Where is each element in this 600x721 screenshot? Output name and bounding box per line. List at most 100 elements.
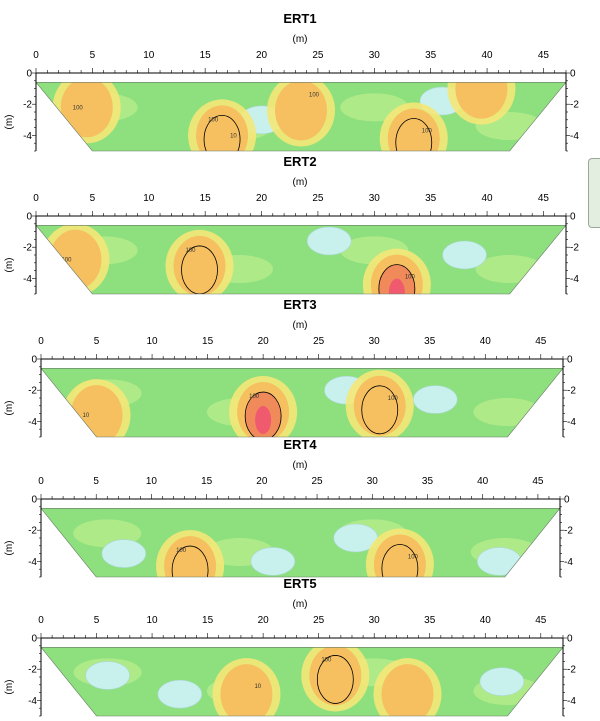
y-axis-label: (m) bbox=[4, 401, 15, 416]
ert-panel-4: ERT4 (m) 100 100 0 5 10 15 20 25 30 35 40 45 0 -2 -4 0 -2 -… bbox=[4, 437, 573, 578]
resistivity-section: 100 100 10 bbox=[41, 368, 563, 437]
high-zone bbox=[381, 544, 419, 577]
section-outline bbox=[40, 368, 564, 438]
x-axis-label: (m) bbox=[293, 34, 308, 45]
low-zone bbox=[412, 385, 458, 414]
halo-inner bbox=[49, 229, 102, 290]
y-tick-label: -2 bbox=[23, 100, 32, 111]
y-tick-label: -4 bbox=[567, 417, 576, 428]
resistivity-section: 100 10 bbox=[41, 647, 563, 716]
x-tick-label: 5 bbox=[94, 615, 100, 626]
resistivity-section: 100 100 bbox=[41, 508, 560, 577]
x-tick-label: 0 bbox=[33, 193, 39, 204]
high-zone bbox=[171, 545, 209, 577]
x-tick-label: 20 bbox=[256, 50, 268, 61]
x-tick-label: 30 bbox=[369, 336, 381, 347]
x-tick-label: 0 bbox=[33, 50, 39, 61]
low-zone bbox=[306, 226, 352, 256]
panel-title: ERT3 bbox=[283, 297, 316, 312]
x-axis-label: (m) bbox=[293, 460, 308, 471]
peak-zone bbox=[388, 278, 405, 294]
high-zone bbox=[395, 118, 433, 151]
x-tick-label: 15 bbox=[200, 193, 212, 204]
y-tick-label: -4 bbox=[564, 557, 573, 568]
low-zone bbox=[157, 679, 203, 709]
x-tick-label: 10 bbox=[143, 193, 155, 204]
contour-label: 100 bbox=[467, 79, 478, 85]
contour-label: 10 bbox=[83, 413, 90, 419]
y-tick-label: -2 bbox=[570, 243, 579, 254]
x-axis-label: (m) bbox=[293, 599, 308, 610]
contour-label: 100 bbox=[422, 129, 433, 135]
x-tick-label: 15 bbox=[200, 50, 212, 61]
ert-panel-2: ERT2 (m) 100 100 100 0 5 10 15 20 25 30 35 40 45 0 -2 -4 0… bbox=[4, 154, 579, 295]
x-tick-label: 25 bbox=[312, 193, 324, 204]
x-tick-label: 20 bbox=[258, 615, 270, 626]
low-zone bbox=[442, 240, 487, 270]
y-tick-label: 0 bbox=[26, 212, 32, 223]
contour-label: 10 bbox=[254, 684, 261, 690]
y-axis-label: (m) bbox=[4, 258, 15, 273]
low-zone bbox=[85, 661, 130, 690]
x-tick-label: 0 bbox=[38, 615, 44, 626]
x-tick-label: 20 bbox=[256, 476, 268, 487]
x-tick-label: 5 bbox=[94, 336, 100, 347]
halo-inner bbox=[70, 385, 123, 437]
x-tick-label: 10 bbox=[146, 476, 158, 487]
section-outline bbox=[35, 225, 567, 295]
x-tick-label: 20 bbox=[258, 336, 270, 347]
x-tick-label: 15 bbox=[202, 615, 214, 626]
x-tick-label: 25 bbox=[313, 615, 325, 626]
x-tick-label: 35 bbox=[424, 336, 436, 347]
x-tick-label: 45 bbox=[535, 615, 547, 626]
x-tick-label: 45 bbox=[538, 193, 550, 204]
halo-inner bbox=[275, 82, 327, 141]
x-tick-label: 35 bbox=[422, 476, 434, 487]
y-tick-label: 0 bbox=[31, 355, 37, 366]
y-tick-label: -2 bbox=[28, 665, 37, 676]
x-axis-label: (m) bbox=[293, 177, 308, 188]
contour-label: 100 bbox=[321, 657, 332, 663]
x-tick-label: 15 bbox=[202, 336, 214, 347]
halo-inner bbox=[455, 82, 508, 119]
contour-label: 100 bbox=[73, 105, 84, 111]
x-tick-label: 20 bbox=[256, 193, 268, 204]
x-tick-label: 30 bbox=[369, 193, 381, 204]
section-outline bbox=[40, 647, 564, 717]
contour-label: 100 bbox=[405, 275, 416, 281]
y-axis-label: (m) bbox=[4, 680, 15, 695]
x-tick-label: 45 bbox=[532, 476, 544, 487]
x-tick-label: 40 bbox=[480, 615, 492, 626]
low-zone bbox=[479, 667, 525, 696]
section-outline bbox=[40, 508, 561, 578]
y-axis-label: (m) bbox=[4, 115, 15, 130]
y-tick-label: 0 bbox=[26, 69, 32, 80]
contour-label: 100 bbox=[309, 92, 320, 98]
y-axis-label: (m) bbox=[4, 541, 15, 556]
low-zone bbox=[476, 547, 522, 576]
contour-label: 100 bbox=[208, 117, 219, 123]
halo-inner bbox=[60, 82, 113, 138]
x-tick-label: 45 bbox=[535, 336, 547, 347]
y-tick-label: 0 bbox=[567, 634, 573, 645]
y-tick-label: -2 bbox=[564, 526, 573, 537]
high-zone bbox=[316, 655, 354, 704]
panel-title: ERT2 bbox=[283, 154, 316, 169]
contour-label: 100 bbox=[249, 394, 260, 400]
x-tick-label: 5 bbox=[90, 50, 96, 61]
x-tick-label: 30 bbox=[369, 615, 381, 626]
x-tick-label: 35 bbox=[424, 615, 436, 626]
y-tick-label: 0 bbox=[567, 355, 573, 366]
x-tick-label: 10 bbox=[143, 50, 155, 61]
x-tick-label: 40 bbox=[477, 476, 489, 487]
contour-label: 100 bbox=[186, 248, 197, 254]
peak-zone bbox=[255, 406, 272, 435]
x-tick-label: 10 bbox=[147, 336, 159, 347]
resistivity-section: 100 100 100 bbox=[36, 225, 566, 294]
y-tick-label: -4 bbox=[23, 274, 32, 285]
side-panel-tab[interactable] bbox=[588, 158, 600, 228]
panel-title: ERT1 bbox=[283, 11, 316, 26]
